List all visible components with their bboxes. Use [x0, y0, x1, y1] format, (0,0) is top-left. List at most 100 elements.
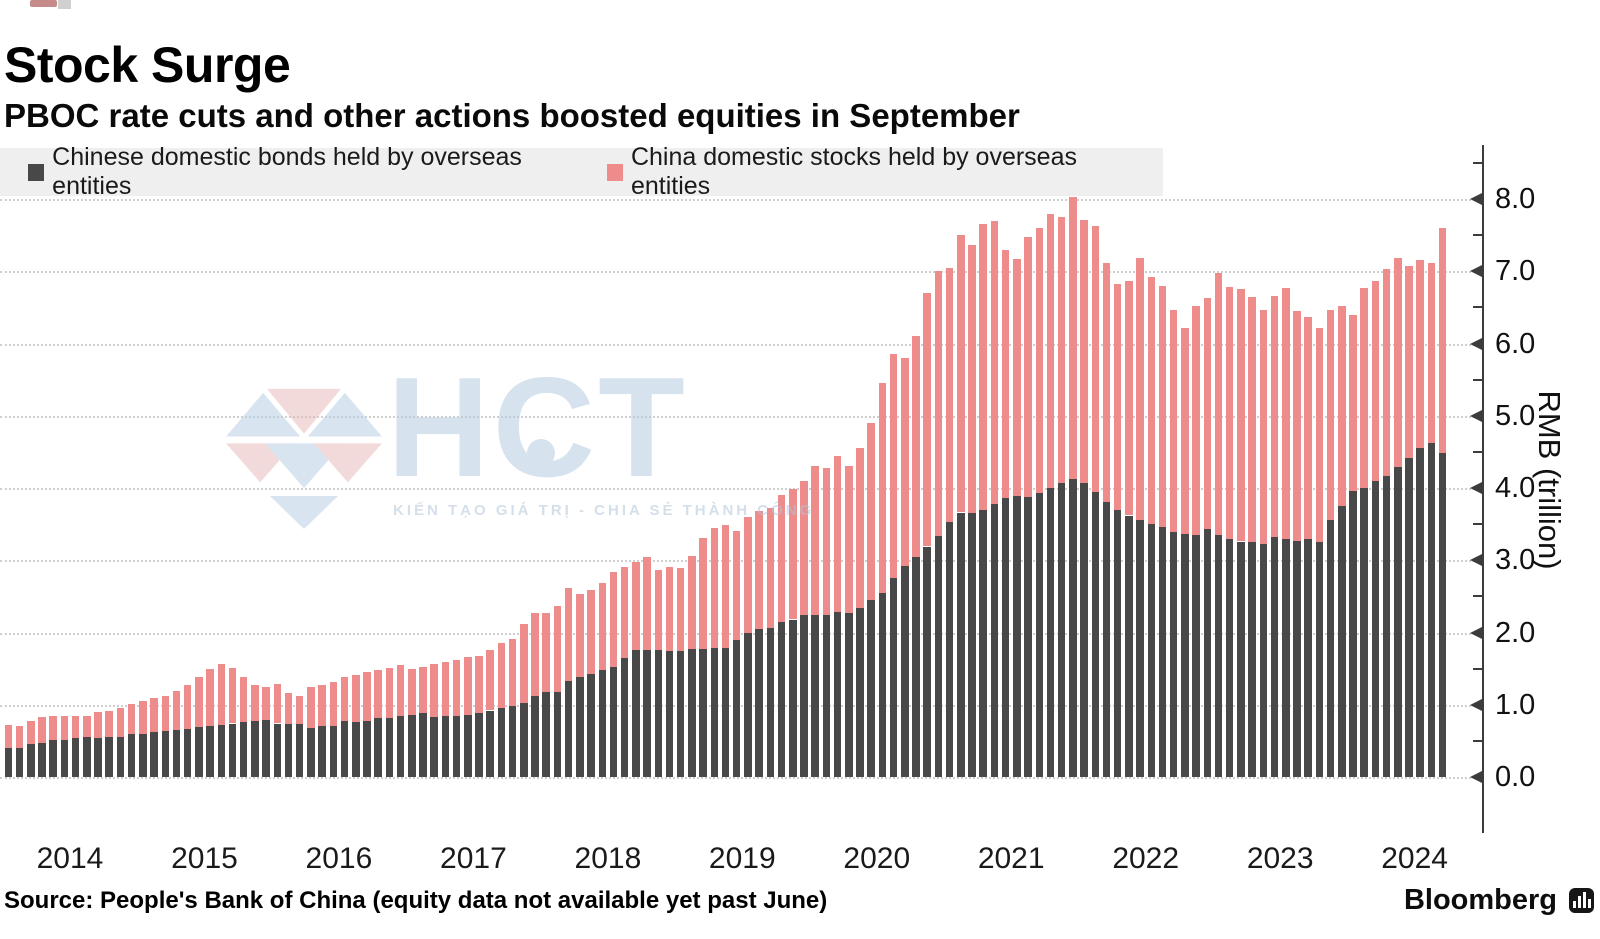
bar-stocks-segment — [1382, 269, 1391, 477]
bar-stocks-segment — [497, 643, 506, 709]
bar-stocks-segment — [1169, 309, 1178, 532]
bar-stocks-segment — [116, 708, 125, 737]
bar-stocks-segment — [1013, 259, 1021, 496]
bar-stocks-segment — [1293, 311, 1301, 541]
y-axis-tick-label: 6.0 — [1495, 327, 1536, 360]
bar-stocks-segment — [430, 664, 438, 717]
top-left-red-mark — [30, 0, 57, 7]
y-axis-major-tick — [1470, 337, 1482, 350]
bar-stocks-segment — [609, 571, 618, 668]
bar-bonds-segment — [699, 649, 707, 777]
bar-stocks-segment — [295, 696, 304, 724]
bar-bonds-segment — [1237, 541, 1245, 777]
y-axis-tick-label: 7.0 — [1495, 255, 1536, 288]
bar-stocks-segment — [945, 267, 954, 522]
bar-bonds-segment — [587, 674, 595, 777]
y-axis-tick-label: 8.0 — [1495, 183, 1536, 215]
bar-stocks-segment — [1158, 285, 1167, 527]
bar-bonds-segment — [957, 512, 965, 777]
bar-bonds-segment — [654, 649, 663, 777]
bar-stocks-segment — [1304, 316, 1312, 540]
bar-bonds-segment — [307, 727, 315, 777]
bar-bonds-segment — [1091, 491, 1100, 777]
bar-bonds-segment — [486, 710, 494, 777]
bar-stocks-segment — [262, 687, 270, 720]
bar-stocks-segment — [38, 717, 46, 743]
bar-stocks-segment — [1181, 328, 1189, 535]
bar-stocks-segment — [15, 725, 24, 749]
bar-bonds-segment — [620, 657, 629, 777]
bar-bonds-segment — [856, 607, 864, 777]
bar-stocks-segment — [632, 562, 640, 650]
bar-stocks-segment — [508, 639, 517, 706]
bar-stocks-segment — [755, 511, 763, 629]
bar-stocks-segment — [475, 655, 483, 713]
bar-stocks-segment — [520, 623, 528, 703]
bar-bonds-segment — [1438, 452, 1447, 777]
bar-stocks-segment — [452, 660, 461, 717]
bar-bonds-segment — [161, 730, 170, 777]
bar-bonds-segment — [553, 691, 562, 777]
bar-stocks-segment — [363, 672, 371, 721]
bar-stocks-segment — [1192, 305, 1200, 535]
bar-stocks-segment — [1102, 262, 1111, 502]
bar-stocks-segment — [542, 613, 550, 692]
bar-stocks-segment — [923, 292, 931, 547]
bar-bonds-segment — [676, 650, 685, 777]
bar-bonds-segment — [968, 512, 976, 777]
bar-bonds-segment — [643, 649, 651, 777]
bar-bonds-segment — [1259, 544, 1268, 777]
bar-stocks-segment — [620, 566, 629, 658]
gridline — [0, 199, 1483, 201]
bar-bonds-segment — [755, 628, 763, 777]
bar-stocks-segment — [800, 480, 808, 616]
y-axis-title: RMB (trillion) — [1532, 390, 1567, 570]
bar-bonds-segment — [811, 615, 819, 777]
bar-stocks-segment — [340, 677, 349, 721]
bar-stocks-segment — [273, 683, 282, 724]
bar-stocks-segment — [206, 669, 214, 726]
bar-bonds-segment — [4, 748, 13, 777]
bar-bonds-segment — [789, 619, 797, 777]
bar-bonds-segment — [1248, 542, 1256, 777]
legend: Chinese domestic bonds held by overseas … — [0, 143, 1163, 200]
bar-bonds-segment — [1169, 532, 1178, 777]
bar-stocks-segment — [172, 691, 181, 730]
bar-bonds-segment — [889, 578, 898, 777]
bar-bonds-segment — [945, 522, 954, 777]
bar-stocks-segment — [1349, 314, 1357, 491]
bar-bonds-segment — [1057, 482, 1066, 777]
x-axis-year-label: 2022 — [1112, 842, 1180, 875]
bar-stocks-segment — [1360, 287, 1368, 488]
x-axis-year-label: 2020 — [843, 842, 911, 875]
legend-item-bonds: Chinese domestic bonds held by overseas … — [28, 143, 581, 201]
bar-bonds-segment — [217, 725, 226, 777]
bar-stocks-segment — [1270, 295, 1279, 538]
bar-stocks-segment — [150, 698, 158, 733]
bar-stocks-segment — [1405, 265, 1413, 458]
gridline — [0, 632, 1483, 635]
bar-stocks-segment — [665, 566, 674, 651]
bar-bonds-segment — [800, 615, 808, 777]
brand: Bloomberg — [1404, 884, 1594, 917]
y-axis-major-tick — [1470, 698, 1482, 711]
bar-stocks-segment — [732, 531, 741, 640]
x-axis-year-label: 2018 — [574, 842, 642, 875]
bar-bonds-segment — [340, 720, 349, 777]
bar-bonds-segment — [508, 705, 517, 777]
y-axis-minor-tick — [1473, 739, 1482, 742]
x-axis-year-label: 2023 — [1246, 842, 1314, 875]
bar-bonds-segment — [979, 509, 987, 777]
bar-stocks-segment — [789, 489, 797, 620]
bar-bonds-segment — [195, 727, 203, 777]
brand-wordmark: Bloomberg — [1403, 884, 1557, 916]
gridline — [0, 488, 1483, 490]
bar-bonds-segment — [901, 566, 909, 777]
bar-bonds-segment — [1427, 443, 1436, 777]
y-axis-tick-label: 0.0 — [1495, 761, 1536, 793]
source-note: Source: People's Bank of China (equity d… — [4, 887, 828, 914]
bar-stocks-segment — [1438, 227, 1447, 453]
bar-bonds-segment — [1113, 510, 1122, 777]
bar-bonds-segment — [352, 722, 360, 777]
bar-bonds-segment — [452, 716, 461, 777]
